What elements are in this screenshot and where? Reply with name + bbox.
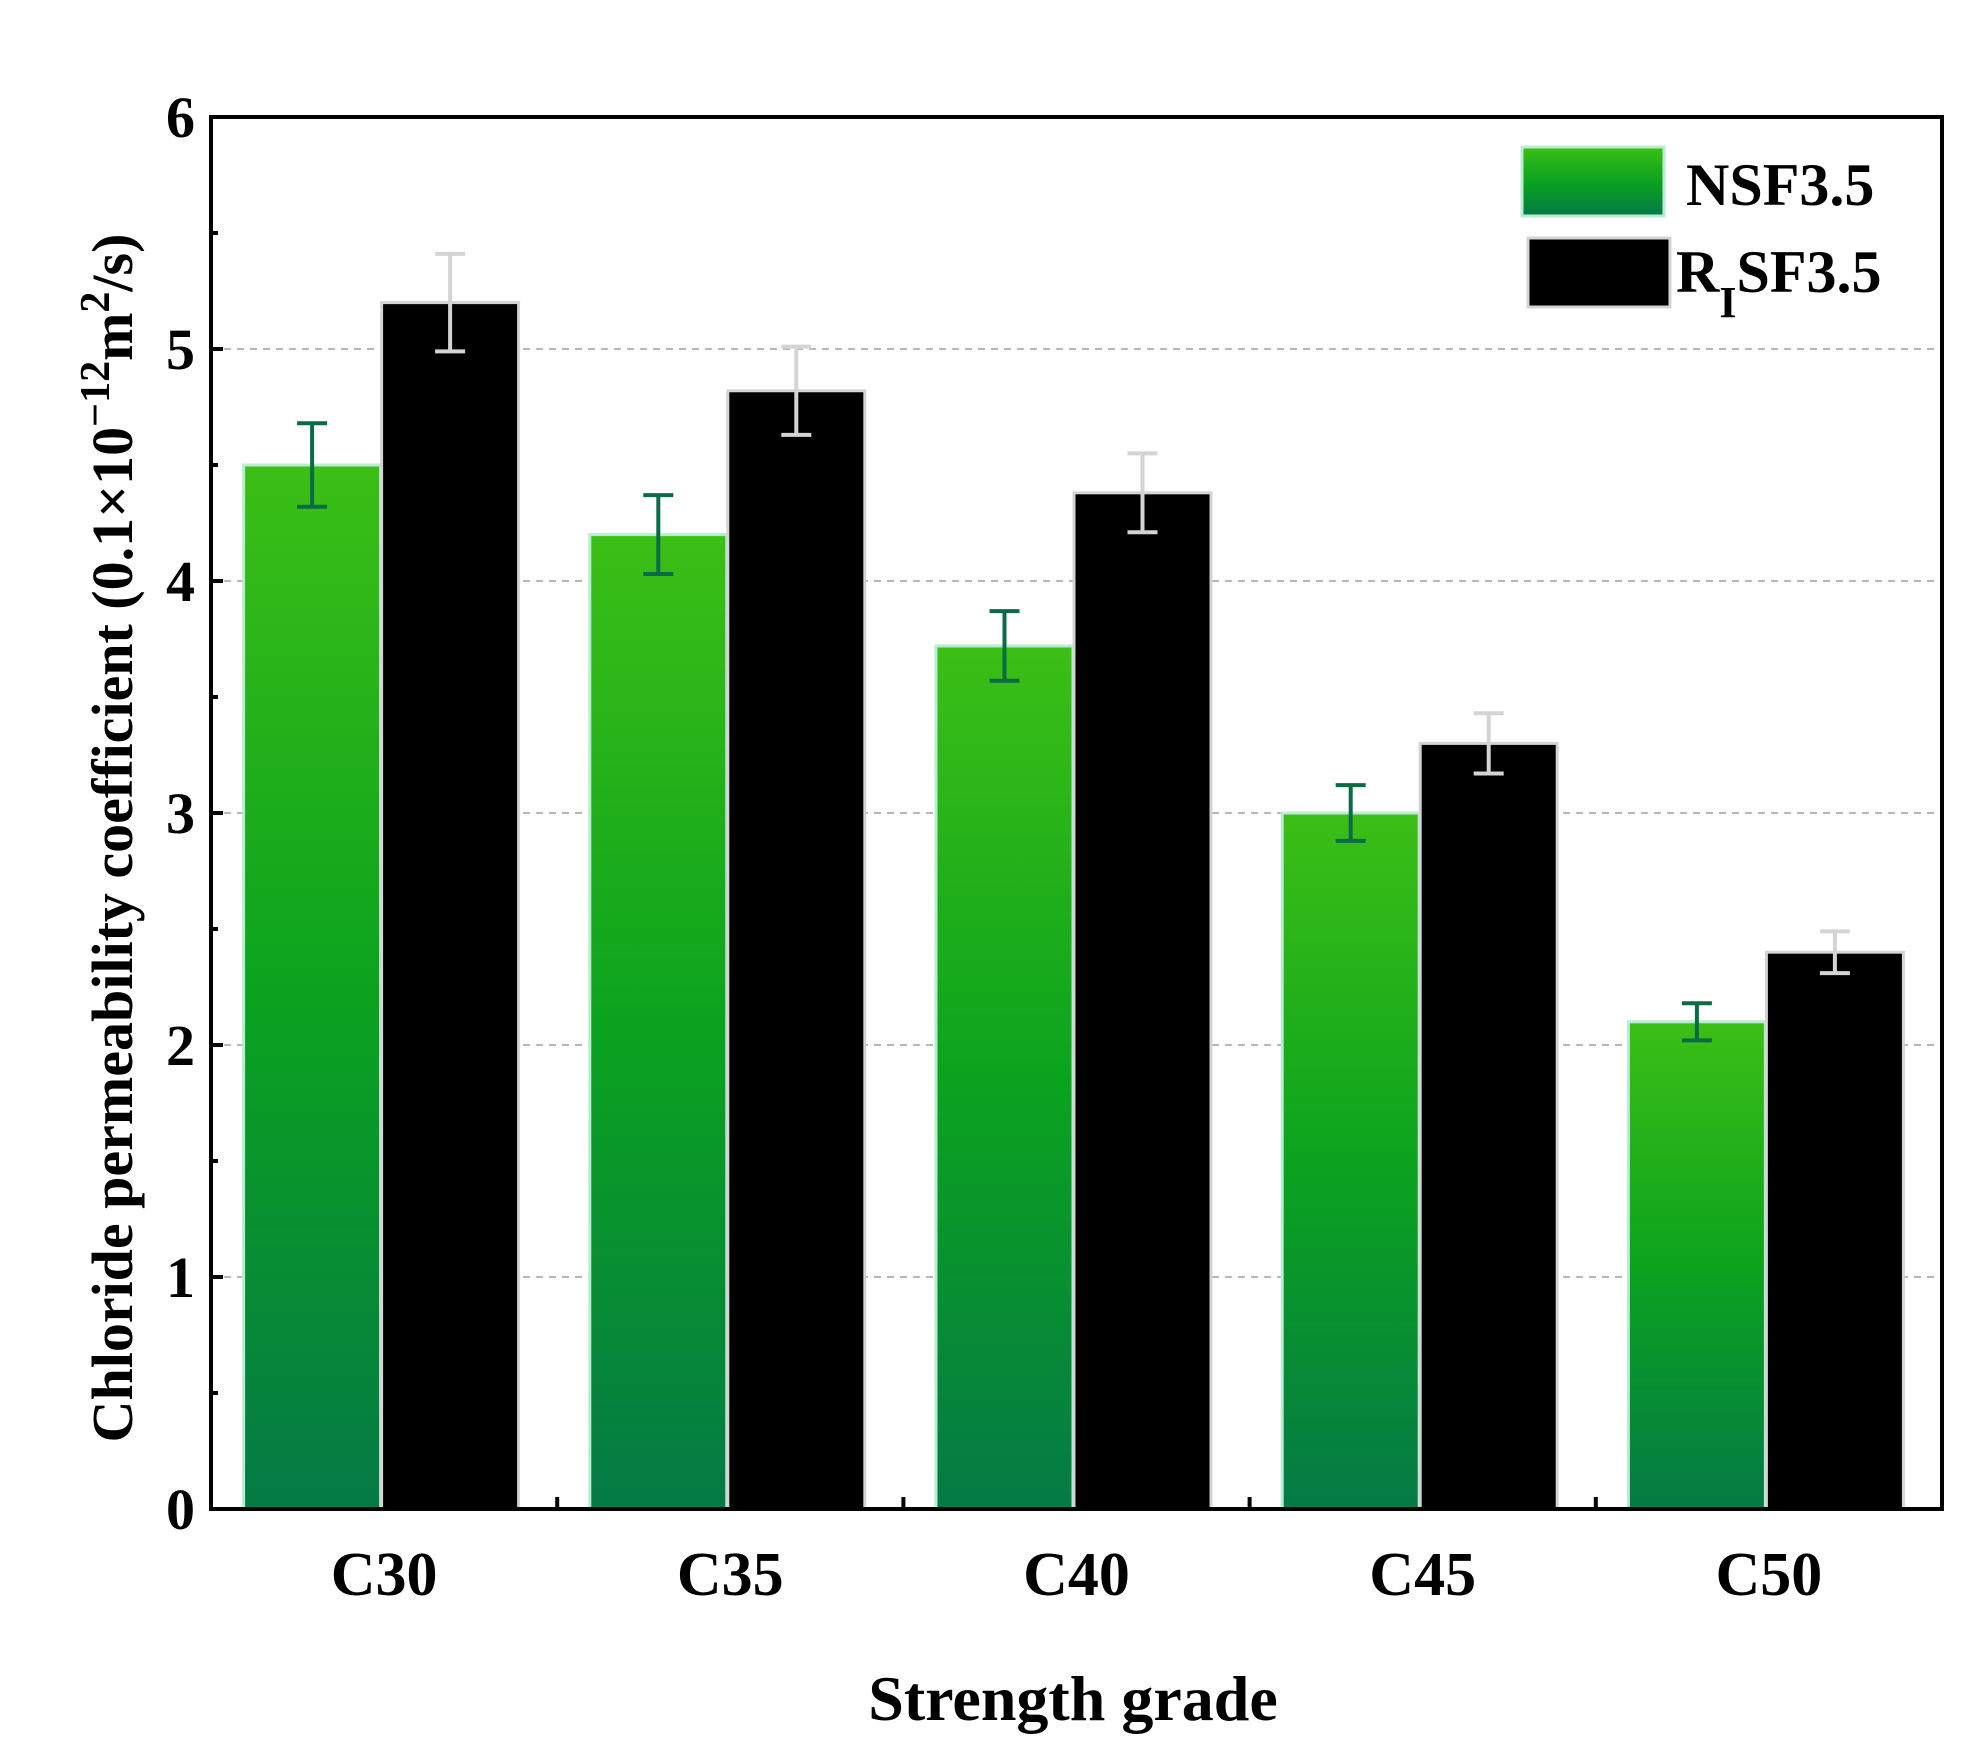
error-bar <box>781 344 812 437</box>
bar-risf3-5-c40 <box>1072 491 1213 1511</box>
axes: 0 1 2 3 4 5 6 C30 C35 C40 C45 C50 <box>166 85 1822 1609</box>
error-bar <box>435 251 466 354</box>
bar-risf3-5-c45 <box>1418 741 1559 1511</box>
x-axis-label: Strength grade <box>868 1663 1277 1734</box>
bar-nsf3-5-c40 <box>934 644 1075 1511</box>
x-tick-label-c45: C45 <box>1369 1541 1476 1609</box>
x-tick-label-c30: C30 <box>331 1541 438 1609</box>
y-tick-label: 1 <box>166 1245 195 1310</box>
y-tick-label: 2 <box>166 1013 195 1078</box>
bar-risf3-5-c35 <box>726 389 867 1511</box>
legend: NSF3.5 RISF3.5 <box>1520 145 1882 327</box>
error-bar <box>1473 711 1504 776</box>
legend-label-risf3-5: RISF3.5 <box>1676 239 1882 327</box>
bar-risf3-5-c30 <box>380 301 521 1511</box>
bar-nsf3-5-c30 <box>242 463 383 1511</box>
y-tick-label: 6 <box>166 85 195 150</box>
y-tick-label: 0 <box>166 1477 195 1542</box>
x-tick-label-c35: C35 <box>677 1541 784 1609</box>
x-tick-label-c50: C50 <box>1716 1541 1823 1609</box>
error-bar <box>989 609 1020 683</box>
y-axis-label: Chloride permeability coefficient (0.1×1… <box>73 234 145 1443</box>
y-tick-label: 5 <box>166 317 195 382</box>
error-bars <box>297 251 1850 1043</box>
bar-nsf3-5-c45 <box>1280 811 1421 1511</box>
error-bar <box>297 421 328 509</box>
y-tick-label: 4 <box>166 549 195 614</box>
error-bar <box>1819 929 1850 976</box>
x-tick-label-c40: C40 <box>1023 1541 1130 1609</box>
error-bar <box>1127 451 1158 535</box>
bar-nsf3-5-c35 <box>588 533 729 1511</box>
bar-nsf3-5-c50 <box>1626 1020 1767 1511</box>
legend-swatch-nsf3-5 <box>1520 145 1666 218</box>
error-bar <box>643 493 674 577</box>
legend-swatch-risf3-5 <box>1526 236 1672 309</box>
bar-risf3-5-c50 <box>1764 950 1905 1511</box>
bars <box>242 301 1905 1511</box>
y-tick-label: 3 <box>166 781 195 846</box>
error-bar <box>1681 1001 1712 1043</box>
legend-label-nsf3-5: NSF3.5 <box>1686 152 1874 218</box>
error-bar <box>1335 783 1366 843</box>
